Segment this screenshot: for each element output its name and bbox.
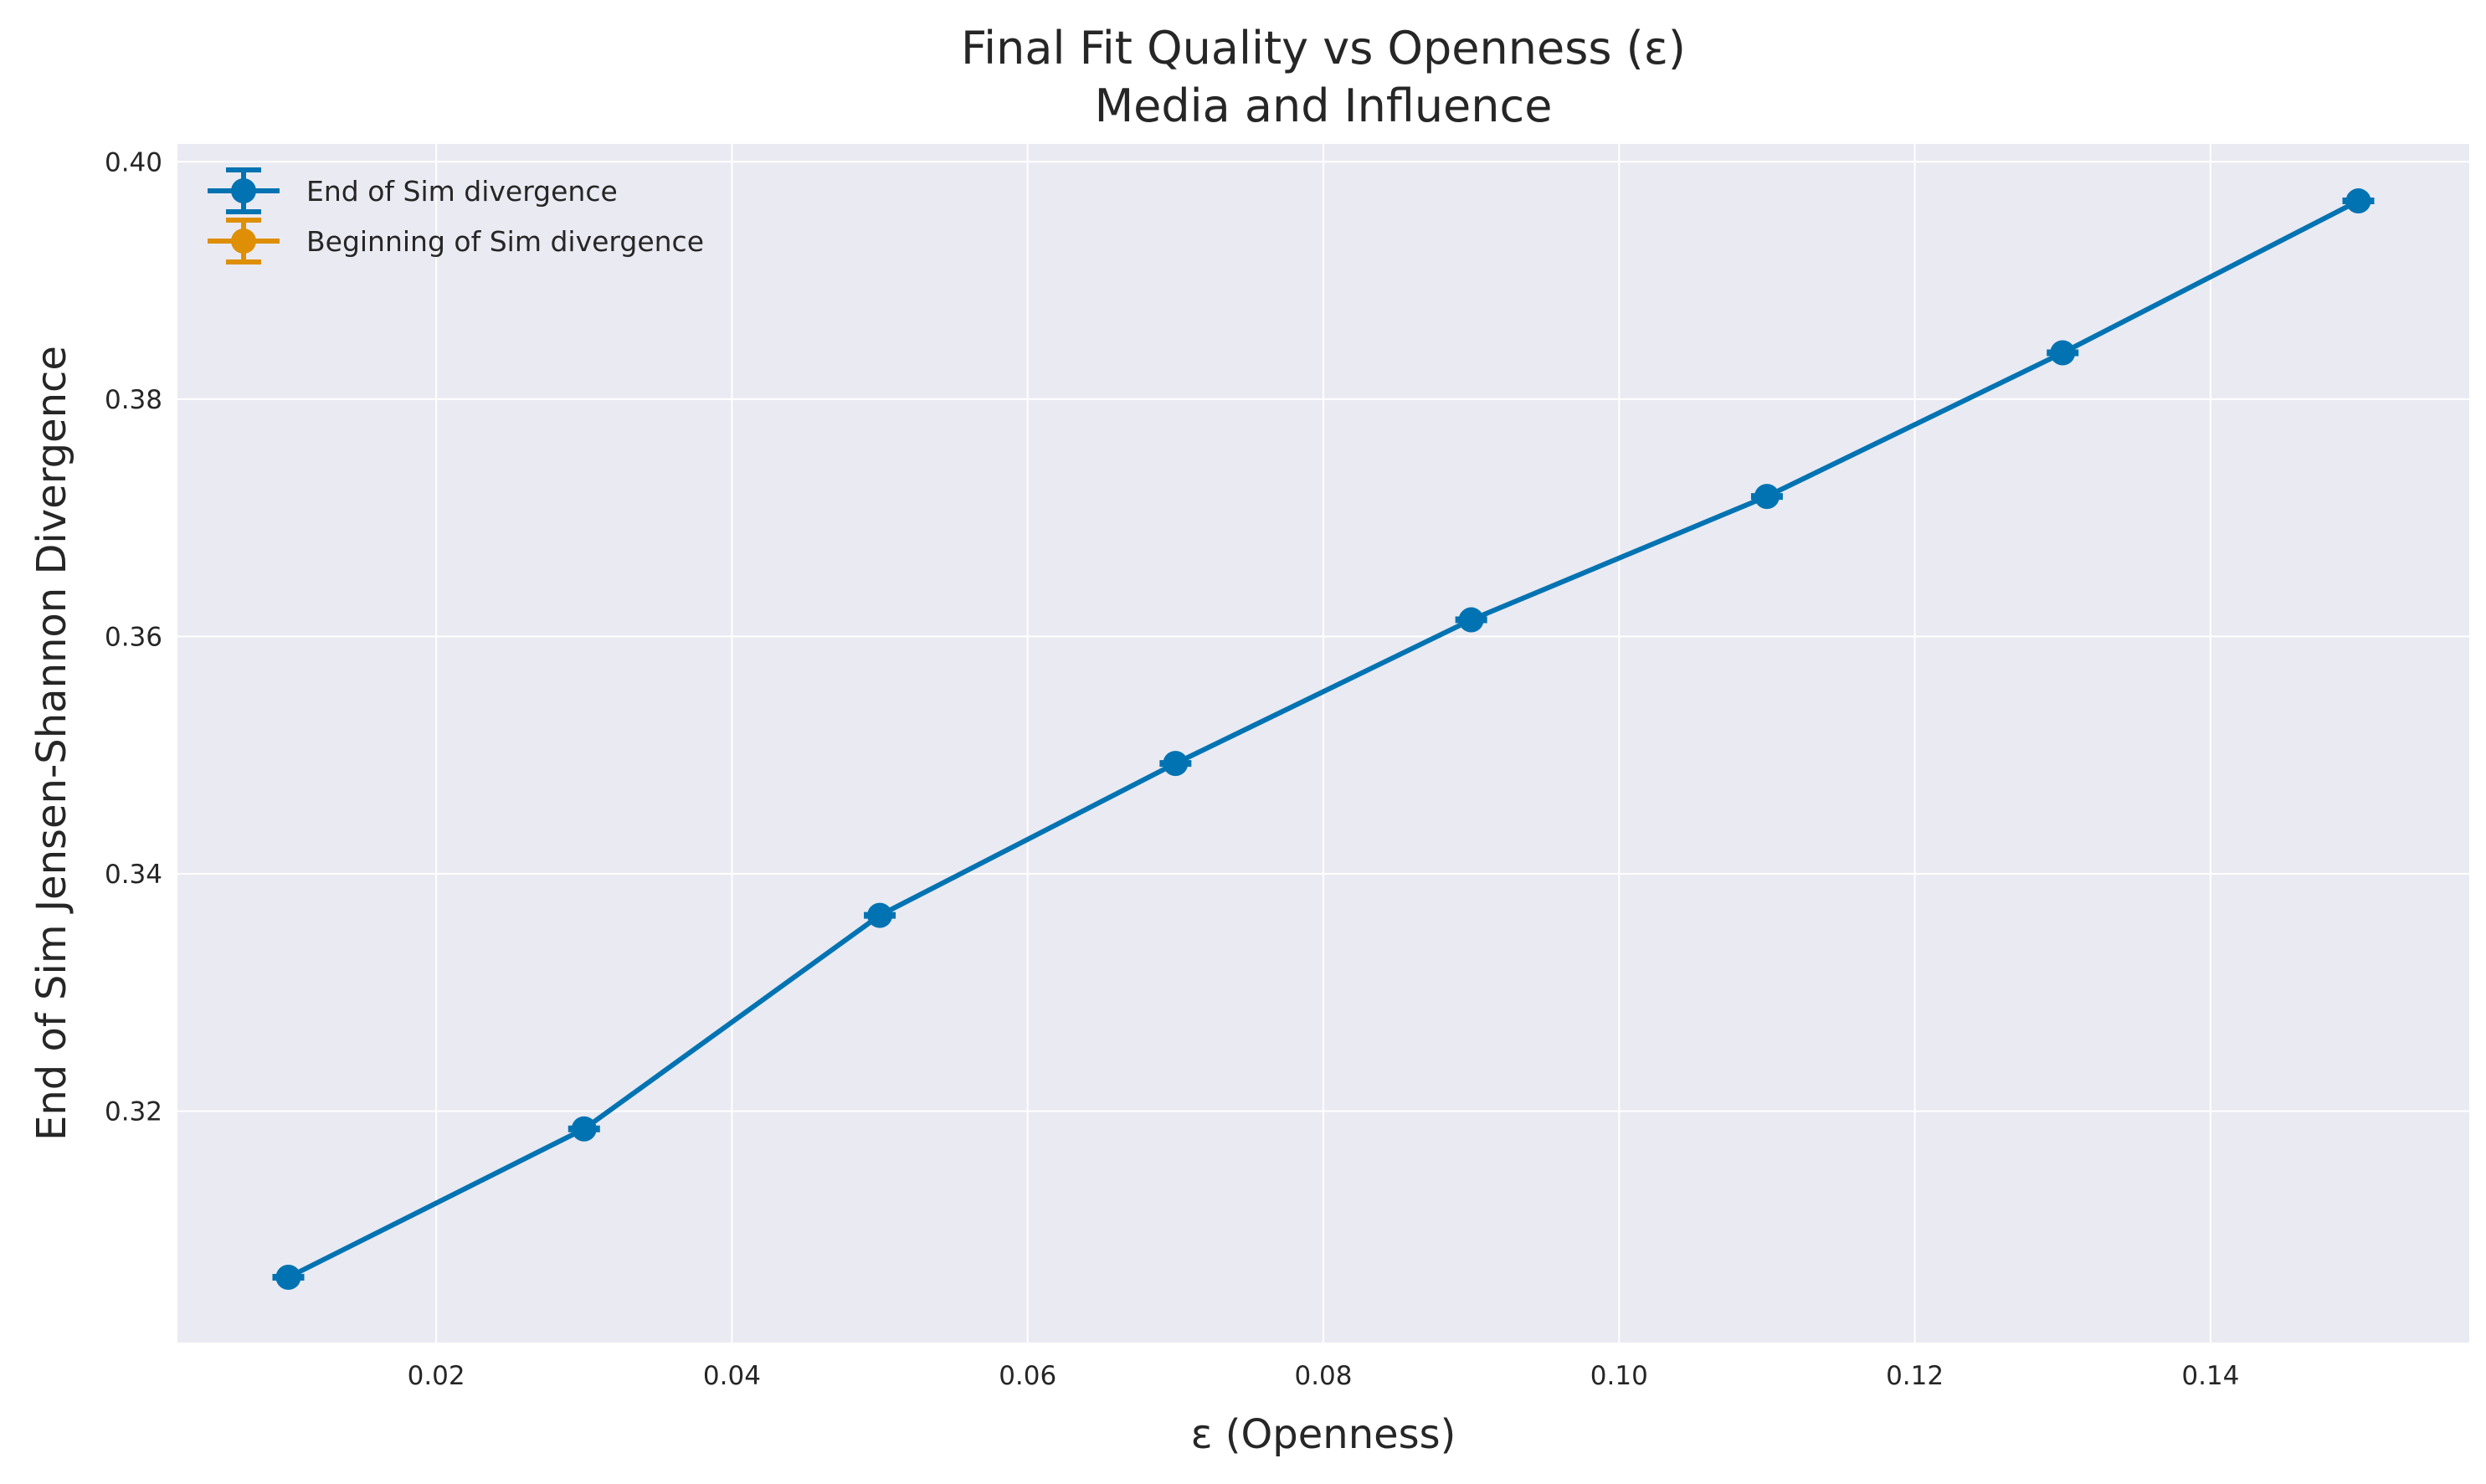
- data-point: [275, 1265, 301, 1291]
- series-line: [287, 198, 2360, 1280]
- legend: End of Sim divergence Beginning of Sim d…: [208, 167, 704, 264]
- data-point: [2050, 340, 2076, 366]
- y-tick-label: 0.40: [105, 147, 162, 177]
- chart-subtitle: Media and Influence: [1095, 80, 1553, 132]
- x-tick-label: 0.12: [1886, 1361, 1944, 1391]
- series-0: [272, 188, 2375, 1291]
- series-layer: [272, 188, 2375, 1291]
- legend-marker: [231, 178, 256, 203]
- legend-marker: [231, 229, 256, 254]
- data-point: [2345, 188, 2371, 214]
- x-axis-label: ε (Openness): [1191, 1411, 1456, 1458]
- data-point: [1458, 607, 1484, 633]
- chart-title: Final Fit Quality vs Openness (ε): [961, 22, 1686, 74]
- x-tick-label: 0.14: [2181, 1361, 2239, 1391]
- x-tick-label: 0.02: [408, 1361, 465, 1391]
- data-point: [1163, 751, 1189, 777]
- legend-label: End of Sim divergence: [306, 175, 618, 208]
- x-tick-label: 0.10: [1590, 1361, 1648, 1391]
- data-point: [1754, 484, 1780, 510]
- x-tick-label: 0.06: [999, 1361, 1056, 1391]
- grid: [177, 144, 2469, 1343]
- data-point: [867, 902, 893, 928]
- y-axis-ticks: 0.32 0.34 0.36 0.38 0.40: [105, 147, 162, 1127]
- legend-label: Beginning of Sim divergence: [306, 225, 704, 258]
- x-tick-label: 0.04: [703, 1361, 761, 1391]
- y-tick-label: 0.32: [105, 1097, 162, 1127]
- y-tick-label: 0.36: [105, 622, 162, 652]
- y-tick-label: 0.38: [105, 385, 162, 415]
- y-tick-label: 0.34: [105, 860, 162, 890]
- legend-entry-beginning-of-sim: Beginning of Sim divergence: [208, 218, 704, 264]
- x-tick-label: 0.08: [1294, 1361, 1352, 1391]
- y-axis-label: End of Sim Jensen-Shannon Divergence: [28, 346, 75, 1141]
- x-axis-ticks: 0.02 0.04 0.06 0.08 0.10 0.12 0.14: [408, 1361, 2240, 1391]
- data-point: [571, 1116, 597, 1142]
- legend-entry-end-of-sim: End of Sim divergence: [208, 167, 618, 214]
